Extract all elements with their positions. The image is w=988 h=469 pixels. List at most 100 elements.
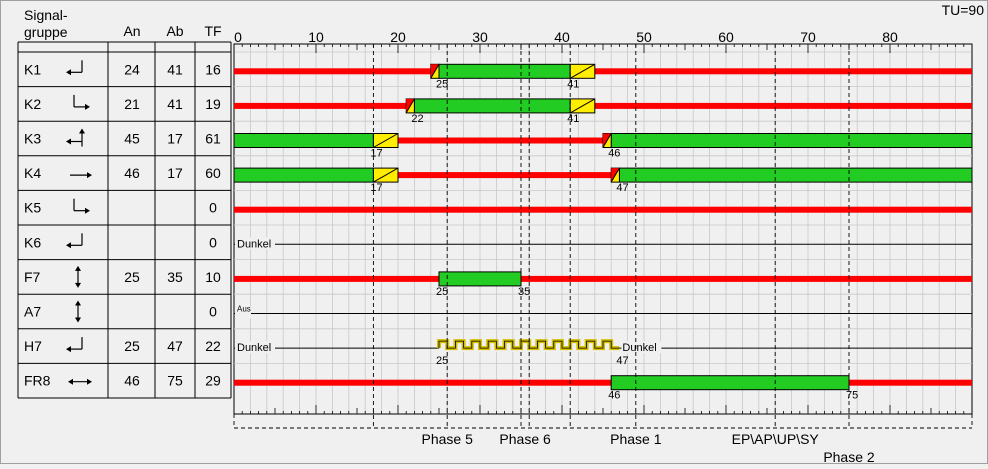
state-label-bg [235,306,251,319]
state-label: Dunkel [237,342,271,354]
red-band [234,68,972,75]
row-an-value: 25 [124,269,140,285]
state-label-bg [235,237,275,250]
green-block [413,98,571,114]
cycle-label: TU=90 [942,2,985,18]
row-ab-value: 17 [167,165,183,181]
time-label: 41 [567,113,579,125]
chart-frame [233,43,973,415]
tick-label: 70 [800,29,816,45]
ped-updown-icon [75,300,81,323]
header-title-line1: Signal- [24,7,68,23]
row-tf-value: 0 [209,234,217,250]
header-col-ab: Ab [166,23,183,39]
row-name: K2 [24,96,41,112]
yellow-diagonal [569,98,596,114]
phase-label: Phase 5 [422,431,474,447]
right-turn-icon [73,94,90,110]
time-grid [233,43,973,415]
row-name: K5 [24,200,41,216]
green-block [610,375,850,391]
green-block [233,133,374,148]
row-an-value: 46 [124,373,140,389]
row-ab-value: 41 [167,96,183,112]
row-name: K1 [24,61,41,77]
time-label: 25 [436,286,448,298]
row-tf-value: 0 [209,304,217,320]
ped-updown-icon [75,265,81,288]
row-name: A7 [24,304,41,320]
red-band [234,275,972,282]
row-tf-value: 19 [205,96,221,112]
row-an-value: 46 [124,165,140,181]
row-tf-value: 10 [205,269,221,285]
red-yellow-diagonal [405,98,415,114]
tick-label: 80 [882,29,898,45]
yellow-diagonal [373,133,399,148]
red-yellow-diagonal [430,64,440,79]
row-an-value: 25 [124,338,140,354]
tick-label: 50 [636,29,652,45]
red-band [234,102,972,109]
straight-icon [70,172,92,179]
phase-label: EP\AP\UP\SY [732,431,820,447]
time-label: 35 [518,286,530,298]
time-label: 22 [411,113,423,125]
header-col-tf: TF [204,23,221,39]
time-label: 47 [616,182,628,194]
red-band [234,206,972,213]
time-label: 25 [436,355,448,367]
right-turn-icon [73,198,90,214]
tick-label: 30 [472,29,488,45]
row-an-value: 21 [124,96,140,112]
time-label: 46 [608,390,620,402]
row-ab-value: 17 [167,131,183,147]
phase-label: Phase 2 [823,449,875,464]
green-block [610,133,973,148]
row-name: K6 [24,234,41,250]
left-turn-icon [66,337,83,353]
both-horizontal-icon [68,378,92,385]
after-label: Dunkel [622,342,656,354]
row-tf-value: 61 [205,131,221,147]
state-label: Aus [237,305,251,314]
green-block [438,63,571,79]
after-label-bg [621,341,662,354]
row-tf-value: 29 [205,373,221,389]
red-yellow-diagonal [610,167,620,183]
time-axis: 0 10 20 30 40 50 60 70 80 [233,29,973,414]
time-label: 41 [567,78,579,90]
row-name: FR8 [24,373,51,389]
state-label: Dunkel [237,238,271,250]
red-band [234,379,972,386]
row-an-value: 24 [124,61,140,77]
row-ab-value: 47 [167,338,183,354]
yellow-diagonal [373,167,399,183]
red-band [234,172,972,179]
green-block [233,167,374,183]
row-name: K3 [24,131,41,147]
time-label: 17 [370,148,382,160]
straight-left-icon [66,128,85,147]
time-label: 17 [370,182,382,194]
row-name: K4 [24,165,41,181]
row-tf-value: 60 [205,165,221,181]
tick-label: 60 [718,29,734,45]
signal-table: K1 24 41 16 K2 21 41 19 K3 45 17 61 K4 46 17 60 K5 0 K6 0 F7… [17,41,232,399]
row-name: F7 [24,269,41,285]
red-yellow-diagonal [602,133,612,148]
row-tf-value: 16 [205,61,221,77]
state-label-bg [235,341,275,354]
time-label: 75 [846,390,858,402]
header-title-line2: gruppe [24,24,68,40]
row-name: H7 [24,338,42,354]
time-label: 47 [616,355,628,367]
phase-label: Phase 6 [499,431,551,447]
time-label: 25 [436,78,448,90]
left-turn-icon [66,233,83,249]
tick-label: 10 [308,29,324,45]
